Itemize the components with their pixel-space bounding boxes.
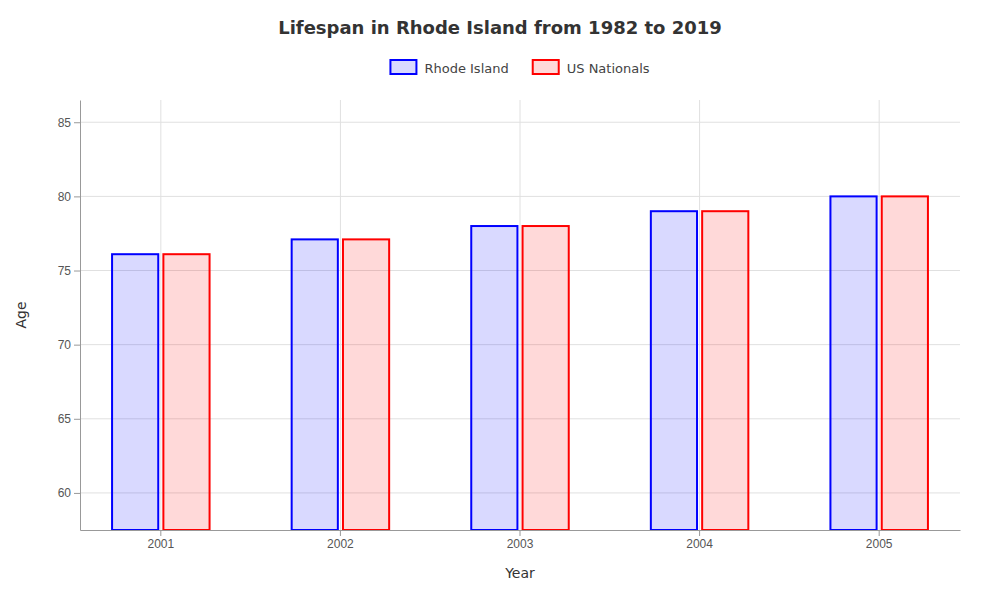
y-tick: 85 [58,116,80,130]
y-tick-label: 65 [58,412,72,426]
x-tick: 2004 [686,530,713,551]
legend-label: Rhode Island [424,61,508,76]
y-tick-label: 85 [58,116,72,130]
chart-container: Lifespan in Rhode Island from 1982 to 20… [0,0,1000,600]
y-axis-line [80,101,81,531]
legend-swatch [390,60,416,74]
y-tick-label: 80 [58,190,72,204]
bars [112,196,928,530]
x-tick-mark [699,530,700,536]
y-tick-mark [74,419,80,420]
y-tick-label: 60 [58,486,72,500]
x-grid-line [340,100,341,530]
x-tick-label: 2002 [327,537,354,551]
x-grid-line [160,100,161,530]
y-tick-mark [74,196,80,197]
y-axis-title: Age [13,301,29,328]
chart-svg: Lifespan in Rhode Island from 1982 to 20… [0,0,1000,600]
plot-area: 2001 2002 2003 2004 2005 60 65 70 75 80 85 [58,100,961,551]
x-tick: 2005 [866,530,893,551]
x-grid-line [699,100,700,530]
y-tick-mark [74,345,80,346]
y-tick: 75 [58,264,80,278]
x-tick-label: 2004 [686,537,713,551]
x-tick-label: 2005 [866,537,893,551]
y-tick: 80 [58,190,80,204]
y-tick-mark [74,122,80,123]
bar [651,211,697,530]
grid [80,100,960,530]
y-axis: 60 65 70 75 80 85 [58,101,81,531]
legend-swatch [533,60,559,74]
bar [292,239,338,530]
bar [471,226,517,530]
y-tick: 65 [58,412,80,426]
x-tick: 2003 [507,530,534,551]
title: Lifespan in Rhode Island from 1982 to 20… [278,17,722,38]
bar-series [112,196,877,530]
legend-label: US Nationals [567,61,650,76]
bar [882,196,928,530]
x-tick-mark [879,530,880,536]
legend-item: US Nationals [533,60,650,76]
x-axis-title: Year [504,565,535,581]
x-grid-line [879,100,880,530]
y-tick: 70 [58,338,80,352]
y-tick-label: 75 [58,264,72,278]
bar [523,226,569,530]
legend-item: Rhode Island [390,60,508,76]
x-axis: 2001 2002 2003 2004 2005 [81,530,961,551]
x-grid-line [520,100,521,530]
bar [343,239,389,530]
bar-series [163,196,928,530]
legend: Rhode Island US Nationals [390,60,649,76]
x-tick-mark [160,530,161,536]
x-tick-mark [520,530,521,536]
x-tick-label: 2001 [147,537,174,551]
x-tick-label: 2003 [507,537,534,551]
y-tick-mark [74,493,80,494]
bar [830,196,876,530]
y-tick-label: 70 [58,338,72,352]
bar [163,254,209,530]
y-tick: 60 [58,486,80,500]
bar [112,254,158,530]
x-tick: 2001 [147,530,174,551]
x-tick-mark [340,530,341,536]
x-tick: 2002 [327,530,354,551]
bar [702,211,748,530]
y-tick-mark [74,271,80,272]
